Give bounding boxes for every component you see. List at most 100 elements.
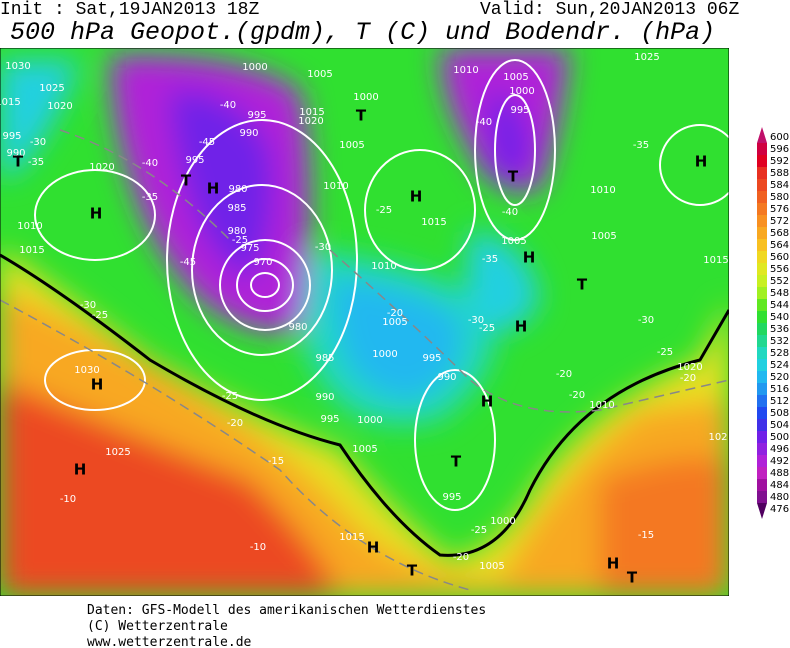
pressure-center: T (356, 107, 367, 125)
contour-label: 1005 (307, 69, 332, 80)
contour-label: 1005 (479, 561, 504, 572)
contour-label: 1000 (353, 92, 378, 103)
colorbar-swatch (757, 443, 767, 455)
contour-label: 1005 (352, 444, 377, 455)
contour-label: 1000 (490, 516, 515, 527)
pressure-center: T (577, 276, 588, 294)
contour-label: 1015 (339, 532, 364, 543)
colorbar-label: 512 (770, 396, 789, 407)
contour-label: 970 (253, 257, 272, 268)
init-time: Init : Sat,19JAN2013 18Z (0, 0, 259, 20)
colorbar-swatch (757, 359, 767, 371)
contour-label: -20 (680, 373, 696, 384)
contour-label: 980 (227, 226, 246, 237)
contour-label: 1010 (371, 261, 396, 272)
contour-label: 990 (6, 148, 25, 159)
colorbar-swatch (757, 395, 767, 407)
contour-label: -20 (569, 390, 585, 401)
pressure-center: H (515, 318, 528, 336)
colorbar-swatch (757, 419, 767, 431)
colorbar-swatch (757, 467, 767, 479)
contour-label: -25 (376, 205, 392, 216)
colorbar-swatch (757, 239, 767, 251)
contour-label: -25 (657, 347, 673, 358)
colorbar-swatch (757, 455, 767, 467)
contour-label: -10 (60, 494, 76, 505)
colorbar-swatch (757, 299, 767, 311)
colorbar-label: 548 (770, 288, 789, 299)
contour-label: -15 (638, 530, 654, 541)
contour-label: -25 (92, 310, 108, 321)
pressure-center: H (91, 376, 104, 394)
pressure-center: H (410, 188, 423, 206)
colorbar-label: 500 (770, 432, 789, 443)
colorbar-swatch (757, 179, 767, 191)
contour-label: 1010 (589, 400, 614, 411)
pressure-center: T (13, 153, 24, 171)
contour-label: 990 (315, 392, 334, 403)
contour-label: -25 (471, 525, 487, 536)
colorbar-label: 592 (770, 156, 789, 167)
colorbar-swatch (757, 167, 767, 179)
contour-label: 975 (240, 243, 259, 254)
colorbar-label: 528 (770, 348, 789, 359)
pressure-center: T (508, 168, 519, 186)
colorbar-swatch (757, 227, 767, 239)
colorbar-label: 572 (770, 216, 789, 227)
contour-label: 1030 (5, 61, 30, 72)
contour-label: -40 (502, 207, 518, 218)
contour-label: 995 (422, 353, 441, 364)
contour-label: 1005 (339, 140, 364, 151)
pressure-center: H (367, 539, 380, 557)
contour-label: -45 (199, 137, 215, 148)
contour-label: 1010 (453, 65, 478, 76)
pressure-center: H (207, 180, 220, 198)
contour-label: 1005 (591, 231, 616, 242)
contour-label: 1000 (509, 86, 534, 97)
contour-label: -20 (387, 308, 403, 319)
contour-label: -25 (222, 391, 238, 402)
contour-label: 1010 (323, 181, 348, 192)
colorbar-swatch (757, 155, 767, 167)
colorbar-label: 480 (770, 492, 789, 503)
contour-label: 1015 (19, 245, 44, 256)
map-field (0, 48, 729, 596)
contour-label: 980 (228, 184, 247, 195)
colorbar-swatch (757, 371, 767, 383)
contour-label: 1010 (17, 221, 42, 232)
pressure-center: H (695, 153, 708, 171)
colorbar-label: 564 (770, 240, 789, 251)
colorbar-swatch (757, 431, 767, 443)
contour-label: 1000 (372, 349, 397, 360)
contour-label: -35 (28, 157, 44, 168)
colorbar-swatch (757, 203, 767, 215)
contour-label: -15 (268, 456, 284, 467)
contour-label: 1030 (74, 365, 99, 376)
colorbar-swatch (757, 275, 767, 287)
contour-label: 990 (437, 372, 456, 383)
colorbar-label: 568 (770, 228, 789, 239)
contour-label: 985 (315, 353, 334, 364)
colorbar-label: 576 (770, 204, 789, 215)
contour-label: 1015 (299, 107, 324, 118)
contour-label: -30 (30, 137, 46, 148)
colorbar-swatch (757, 191, 767, 203)
contour-label: 995 (185, 155, 204, 166)
contour-label: -30 (638, 315, 654, 326)
contour-label: -45 (180, 257, 196, 268)
pressure-center: H (74, 461, 87, 479)
colorbar-swatch (757, 323, 767, 335)
colorbar-swatch (757, 479, 767, 491)
colorbar-swatch (757, 287, 767, 299)
contour-label: -30 (468, 315, 484, 326)
footer-source: Daten: GFS-Modell des amerikanischen Wet… (87, 603, 486, 618)
colorbar-swatch (757, 311, 767, 323)
contour-label: -40 (476, 117, 492, 128)
contour-label: -10 (250, 542, 266, 553)
contour-label: 102 (708, 432, 727, 443)
contour-label: 985 (227, 203, 246, 214)
contour-label: 980 (288, 322, 307, 333)
contour-label: -40 (220, 100, 236, 111)
colorbar-label: 556 (770, 264, 789, 275)
